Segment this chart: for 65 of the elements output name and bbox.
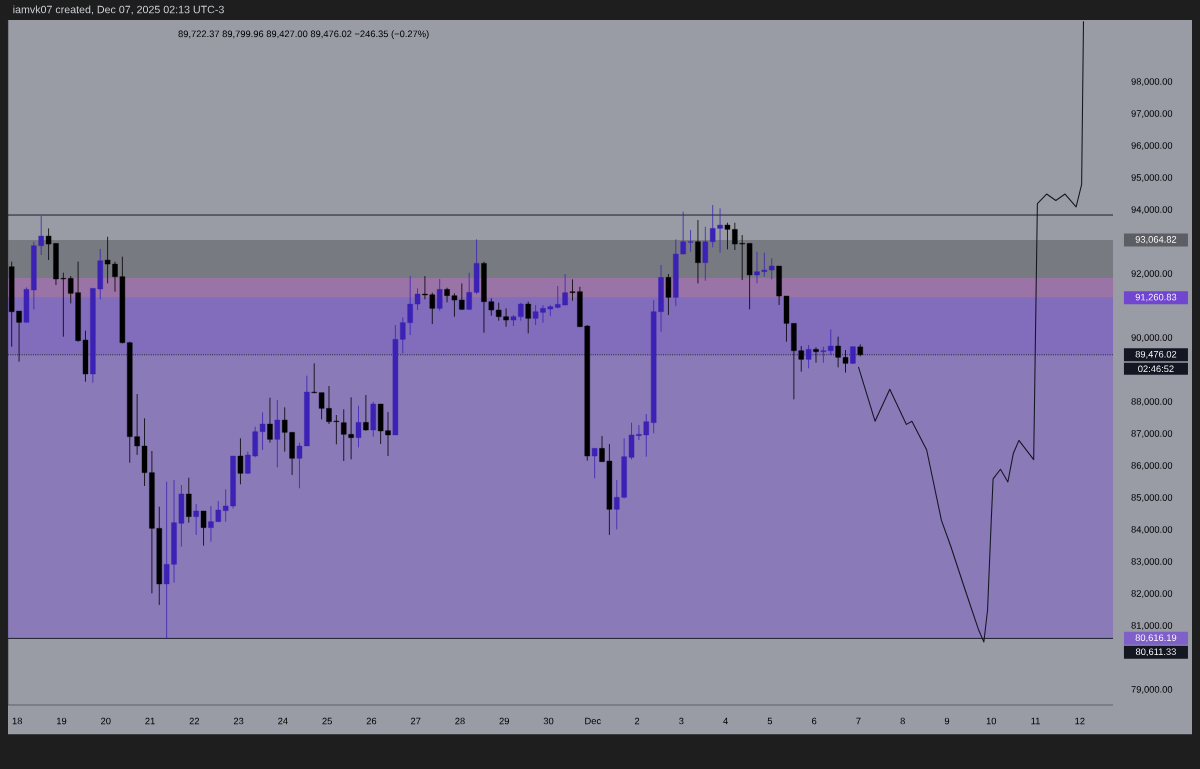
y-tick-label: 85,000.00 — [1131, 494, 1173, 502]
candlestick — [591, 447, 598, 479]
x-tick-label: 8 — [900, 717, 905, 725]
x-tick-label: 25 — [322, 717, 332, 725]
text: 89,722.37 89,799.96 89,427.00 89,476.02 −246.35 (−0.27%) — [178, 30, 429, 39]
candlestick — [702, 226, 709, 282]
y-tick-label: 87,000.00 — [1131, 430, 1173, 438]
y-tick-label: 92,000.00 — [1131, 270, 1173, 278]
y-tick-label: 79,000.00 — [1131, 686, 1173, 694]
text: 02:46:52 — [1138, 365, 1174, 373]
x-tick-label: 24 — [278, 717, 288, 725]
x-tick-label: 19 — [57, 717, 67, 725]
candlestick — [274, 399, 281, 468]
x-tick-label: 10 — [986, 717, 997, 725]
candlestick — [355, 405, 362, 448]
x-tick-label: 30 — [543, 717, 554, 725]
x-tick-label: 12 — [1075, 717, 1085, 725]
x-tick-label: 27 — [410, 717, 421, 725]
candlestick — [525, 301, 531, 334]
candlestick — [363, 394, 369, 432]
candlestick — [813, 346, 819, 364]
x-tick-label: 5 — [767, 717, 773, 725]
y-tick-label: 95,000.00 — [1131, 174, 1173, 182]
y-tick-label: 81,000.00 — [1131, 622, 1173, 630]
y-tick-label: 94,000.00 — [1131, 206, 1173, 214]
x-tick-label: 29 — [499, 717, 509, 725]
x-tick-label: 20 — [101, 717, 111, 725]
x-tick-label: Dec — [585, 717, 601, 725]
y-tick-label: 83,000.00 — [1131, 558, 1173, 566]
candlestick — [436, 278, 443, 312]
ref-line-label: 89,476.02 — [1135, 350, 1177, 359]
x-tick-label: 6 — [812, 717, 817, 725]
x-tick-label: 23 — [233, 717, 244, 725]
y-tick-label: 90,000.00 — [1131, 334, 1173, 342]
candlestick — [200, 510, 207, 547]
band-label: 93,064.82 — [1135, 236, 1177, 244]
candlestick — [665, 273, 672, 316]
y-tick-label: 98,000.00 — [1131, 78, 1173, 86]
y-tick-label: 88,000.00 — [1131, 398, 1173, 406]
x-tick-label: 11 — [1031, 717, 1040, 725]
chart-title: iamvk07 created, Dec 07, 2025 02:13 UTC-3 — [13, 5, 224, 15]
x-tick-label: 21 — [145, 717, 155, 725]
x-tick-label: 22 — [189, 717, 200, 725]
x-tick-label: 18 — [12, 717, 23, 725]
x-tick-label: 4 — [723, 717, 728, 725]
band-label: 91,260.83 — [1135, 293, 1177, 302]
y-tick-label: 84,000.00 — [1131, 526, 1173, 534]
y-tick-label: 82,000.00 — [1131, 590, 1173, 598]
candlestick — [695, 219, 701, 284]
y-tick-label: 86,000.00 — [1131, 462, 1173, 470]
x-tick-label: 7 — [856, 717, 861, 725]
candlestick — [805, 344, 812, 369]
x-tick-label: 3 — [679, 717, 684, 725]
candlestick — [237, 437, 244, 485]
x-tick-label: 9 — [944, 717, 950, 725]
x-tick-label: 26 — [366, 717, 377, 725]
y-tick-label: 96,000.00 — [1131, 142, 1173, 150]
candlestick — [267, 397, 273, 444]
candlestick — [193, 503, 199, 536]
candlestick — [186, 477, 192, 524]
x-tick-label: 28 — [455, 717, 465, 725]
ref-line-label: 80,611.33 — [1135, 648, 1176, 657]
y-tick-label: 97,000.00 — [1131, 110, 1173, 118]
x-tick-label: 2 — [634, 717, 640, 725]
band-label: 80,616.19 — [1135, 634, 1177, 643]
